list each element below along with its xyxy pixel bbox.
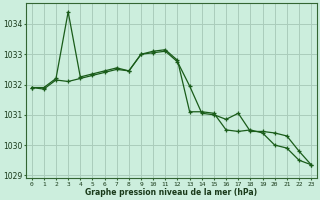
X-axis label: Graphe pression niveau de la mer (hPa): Graphe pression niveau de la mer (hPa) xyxy=(85,188,258,197)
